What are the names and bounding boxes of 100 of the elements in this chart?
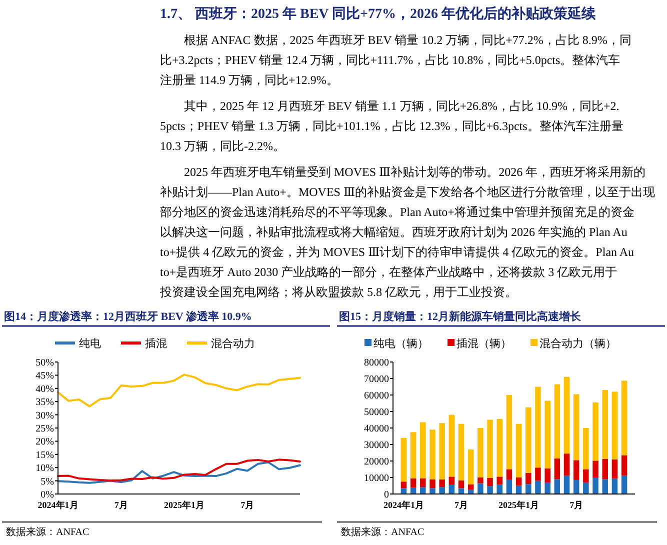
bar <box>439 479 445 488</box>
y-tick-label: 5% <box>40 476 54 488</box>
bar <box>496 484 502 494</box>
bar <box>439 487 445 494</box>
y-tick-label: 40000 <box>364 424 389 434</box>
bar <box>506 469 512 480</box>
y-tick-label: 80000 <box>364 358 389 368</box>
bar <box>535 386 541 468</box>
bar <box>544 400 550 468</box>
bar <box>564 376 570 454</box>
line-series <box>57 374 301 408</box>
bar <box>621 476 628 494</box>
y-tick-label: 70000 <box>364 374 389 385</box>
bar <box>621 455 628 476</box>
bar <box>400 438 407 482</box>
bar <box>448 476 455 485</box>
y-tick-label: 10000 <box>364 473 389 484</box>
x-tick-label: 7月 <box>454 500 468 510</box>
bar <box>564 454 570 476</box>
y-tick-label: 40% <box>36 384 54 395</box>
bar <box>592 460 598 478</box>
bar <box>526 472 532 484</box>
y-tick-label: 50000 <box>364 407 389 418</box>
y-tick-label: 60000 <box>364 390 389 402</box>
bar <box>487 478 493 486</box>
legend-label: 插混 <box>145 338 167 350</box>
text: 1.7、 西班牙：2025 年 BEV 同比+77%，2026 年优化后的补贴政策延续 <box>160 5 597 22</box>
x-tick-label: 2025年1月 <box>164 500 205 510</box>
y-tick-label: 20% <box>36 436 54 448</box>
x-tick-label: 2025年1月 <box>498 500 540 510</box>
chart-title: 图14：月度渗透率：12月西班牙 BEV 渗透率 10.9% <box>4 310 252 323</box>
bar <box>535 468 541 481</box>
y-tick-label: 10% <box>36 463 54 474</box>
bar <box>458 488 464 494</box>
bar <box>573 460 580 480</box>
legend-label: 混合动力（辆） <box>540 337 616 350</box>
y-tick-label: 30% <box>36 410 54 422</box>
bar <box>439 423 445 480</box>
bar <box>526 484 532 494</box>
bar <box>573 480 580 494</box>
y-tick-label: 15% <box>36 450 54 461</box>
bar <box>583 482 589 494</box>
bar <box>612 392 618 460</box>
bar <box>430 488 436 494</box>
bar <box>544 468 550 482</box>
bar <box>420 487 426 494</box>
y-tick-label: 0 <box>384 490 389 500</box>
y-tick-label: 45% <box>36 370 54 382</box>
y-tick-label: 20000 <box>364 456 389 468</box>
bar <box>564 476 570 494</box>
bar <box>583 469 589 482</box>
bar <box>516 478 522 486</box>
bar <box>554 458 560 480</box>
bar <box>554 479 560 494</box>
bar <box>400 488 407 494</box>
bar <box>621 380 628 456</box>
bar <box>410 478 416 488</box>
bar <box>400 482 407 488</box>
bar <box>612 459 618 479</box>
text: 根据 ANFAC 数据，2025 年西班牙 BEV 销量 10.2 万辆，同比+77.2%，占比 8.9%，同比+3.2pcts；PHEV 销量 12.4 万辆，同比+111.7%，占比 10.8%，同比+5.0pcts。整体汽车注册量 114.9 万辆，同比+12.9%。 <box>160 33 632 87</box>
x-tick-label: 7月 <box>114 500 128 510</box>
bar <box>592 478 598 494</box>
bar <box>420 478 426 488</box>
bar <box>468 484 474 490</box>
legend-label: 插混（辆） <box>456 338 512 350</box>
x-tick-label: 2024年1月 <box>383 500 424 510</box>
text: 其中，2025 年 12 月西班牙 BEV 销量 1.1 万辆，同比+26.8%，占比 10.9%，同比+2.5pcts；PHEV 销量 1.3 万辆，同比+101.1%，占比 12.3%，同比+6.3pcts。整体汽车注册量 10.3 万辆，同比-2.2%。 <box>160 99 624 153</box>
bar <box>535 480 541 494</box>
bar <box>478 483 484 494</box>
bar <box>496 476 502 484</box>
bar <box>496 418 502 477</box>
bar <box>526 407 532 473</box>
y-tick-label: 0% <box>40 490 54 500</box>
bar <box>410 432 416 478</box>
bar <box>487 420 493 478</box>
x-tick-label: 7月 <box>570 500 584 510</box>
bar <box>516 424 522 478</box>
bar <box>612 478 618 494</box>
source-note: 数据来源：ANFAC <box>6 526 90 538</box>
chart-title: 图15：月度销量：12月新能源车销量同比高速增长 <box>339 310 582 323</box>
y-tick-label: 50% <box>36 358 54 368</box>
bar <box>430 430 436 480</box>
bar <box>468 449 474 484</box>
bar <box>430 479 436 488</box>
x-tick-label: 2024年1月 <box>38 500 78 510</box>
bar <box>420 422 426 478</box>
bar <box>458 424 464 480</box>
bar <box>583 428 589 470</box>
bar <box>448 414 455 477</box>
legend-label: 纯电 <box>79 337 101 350</box>
y-tick-label: 25% <box>36 424 54 434</box>
bar <box>478 428 484 478</box>
bar <box>554 384 560 459</box>
bar <box>573 394 580 460</box>
bar <box>458 480 464 488</box>
bar <box>506 395 512 470</box>
bar <box>602 458 608 480</box>
y-tick-label: 30000 <box>364 440 389 451</box>
bar <box>592 402 598 461</box>
y-tick-label: 35% <box>36 397 54 408</box>
